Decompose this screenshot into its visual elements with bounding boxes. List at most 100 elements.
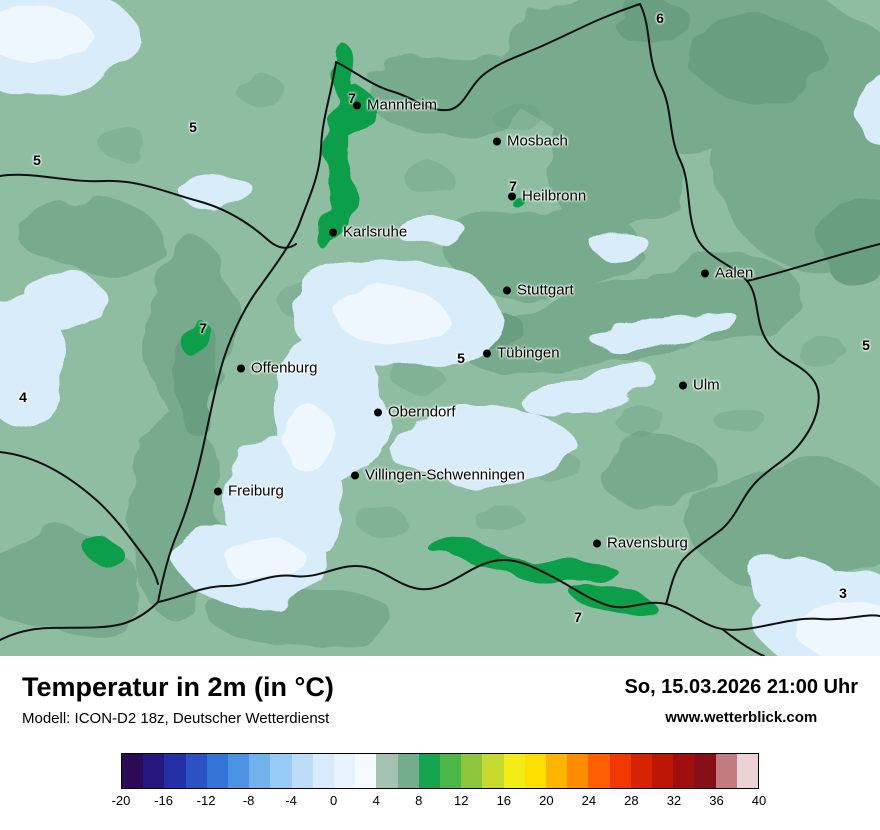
station-temperature-value: 7 <box>199 320 207 336</box>
city-label: Stuttgart <box>517 281 574 299</box>
danube-border-line <box>746 243 880 282</box>
city-marker: Mannheim <box>353 97 437 114</box>
legend-color-segment <box>736 754 759 788</box>
city-dot <box>493 137 501 145</box>
legend-tick-label: 16 <box>496 793 512 808</box>
station-temperature-value: 7 <box>574 609 582 625</box>
station-temperature-value: 7 <box>348 90 356 106</box>
temperature-legend: -20 -16 -12 -8 -4 0 4 8 12 16 20 24 28 32 36 40 <box>22 753 858 810</box>
legend-color-segment <box>291 754 313 788</box>
city-marker: Heilbronn <box>508 188 586 205</box>
austria-border-line <box>721 628 765 656</box>
city-dot <box>701 269 709 277</box>
legend-tick-label: -4 <box>285 793 297 808</box>
city-dot <box>679 381 687 389</box>
forecast-datetime: So, 15.03.2026 21:00 Uhr <box>624 676 858 698</box>
station-temperature-value: 5 <box>33 152 41 168</box>
city-dot <box>483 349 491 357</box>
legend-color-segment <box>355 754 377 788</box>
city-dot <box>374 408 382 416</box>
footer-header-row: Temperatur in 2m (in °C) Modell: ICON-D2… <box>22 672 858 727</box>
legend-color-segment <box>630 754 653 788</box>
city-dot <box>214 487 222 495</box>
city-marker: Karlsruhe <box>329 224 407 241</box>
city-marker: Freiburg <box>214 483 284 500</box>
legend-tick-label: -12 <box>196 793 216 808</box>
city-label: Ulm <box>693 376 720 394</box>
city-marker: Ulm <box>679 377 720 394</box>
legend-color-segment <box>334 754 356 788</box>
page-title: Temperatur in 2m (in °C) <box>22 672 334 702</box>
legend-color-segment <box>503 754 525 788</box>
legend-color-segment <box>652 754 674 788</box>
city-marker: Tübingen <box>483 345 560 362</box>
city-marker: Villingen-Schwenningen <box>351 467 525 484</box>
city-marker: Offenburg <box>237 360 317 377</box>
legend-color-segment <box>482 754 504 788</box>
french-border-line <box>157 61 337 603</box>
hesse-border-line <box>335 3 641 112</box>
station-temperature-value: 3 <box>839 585 847 601</box>
city-label: Mannheim <box>367 96 438 114</box>
legend-tick-label: 12 <box>454 793 469 808</box>
website-url: www.wetterblick.com <box>665 709 818 726</box>
city-dot <box>351 471 359 479</box>
legend-color-segment <box>567 754 589 788</box>
city-label: Mosbach <box>507 132 568 150</box>
legend-color-segment <box>715 754 737 788</box>
legend-tick-label: 0 <box>330 793 338 808</box>
legend-color-segment <box>397 754 419 788</box>
swiss-border-line <box>157 559 880 631</box>
legend-color-segment <box>249 754 271 788</box>
temperature-field-graphic <box>0 0 880 656</box>
legend-color-segment <box>461 754 483 788</box>
footer-left-column: Temperatur in 2m (in °C) Modell: ICON-D2… <box>22 672 334 727</box>
city-label: Heilbronn <box>522 187 587 205</box>
station-temperature-value: 7 <box>509 178 517 194</box>
legend-tick-label: 20 <box>539 793 554 808</box>
city-marker: Ravensburg <box>593 535 688 552</box>
city-dot <box>503 286 511 294</box>
legend-color-segment <box>418 754 441 788</box>
city-label: Aalen <box>715 264 754 282</box>
legend-color-segment <box>206 754 229 788</box>
legend-tick-label: -16 <box>154 793 173 808</box>
legend-tick-row: -20 -16 -12 -8 -4 0 4 8 12 16 20 24 28 32 36 40 <box>112 792 767 810</box>
legend-color-segment <box>588 754 610 788</box>
legend-tick-label: 4 <box>372 793 380 808</box>
city-dot <box>593 539 601 547</box>
legend-tick-label: 24 <box>581 793 597 808</box>
legend-tick-label: -8 <box>242 793 255 808</box>
legend-color-segment <box>122 754 144 788</box>
station-temperature-value: 6 <box>656 10 664 26</box>
station-temperature-value: 5 <box>862 337 870 353</box>
palatinate-border-line <box>0 173 297 249</box>
city-label: Oberndorf <box>388 403 456 421</box>
legend-tick-label: 28 <box>624 793 639 808</box>
legend-color-segment <box>440 754 462 788</box>
station-temperature-value: 5 <box>189 119 197 135</box>
map-footer: Temperatur in 2m (in °C) Modell: ICON-D2… <box>0 656 880 810</box>
city-marker: Mosbach <box>493 133 568 150</box>
political-borders-layer <box>0 3 880 656</box>
legend-color-segment <box>673 754 695 788</box>
legend-color-segment <box>185 754 207 788</box>
city-label: Tübingen <box>497 344 560 362</box>
legend-color-segment <box>546 754 568 788</box>
map-texture-layer <box>95 75 845 535</box>
legend-color-segment <box>694 754 716 788</box>
legend-color-segment <box>609 754 631 788</box>
city-dot <box>329 228 337 236</box>
legend-tick-label: 36 <box>709 793 724 808</box>
legend-color-segment <box>143 754 165 788</box>
map-cold-light-layer <box>0 0 880 656</box>
basel-border-line <box>0 601 159 641</box>
legend-color-segment <box>270 754 292 788</box>
legend-color-segment <box>312 754 335 788</box>
station-temperature-value: 4 <box>19 389 27 405</box>
city-dot <box>508 192 516 200</box>
city-dot <box>353 101 361 109</box>
city-label: Freiburg <box>228 482 284 500</box>
legend-tick-label: -20 <box>111 793 131 808</box>
model-info: Modell: ICON-D2 18z, Deutscher Wetterdie… <box>22 710 330 727</box>
